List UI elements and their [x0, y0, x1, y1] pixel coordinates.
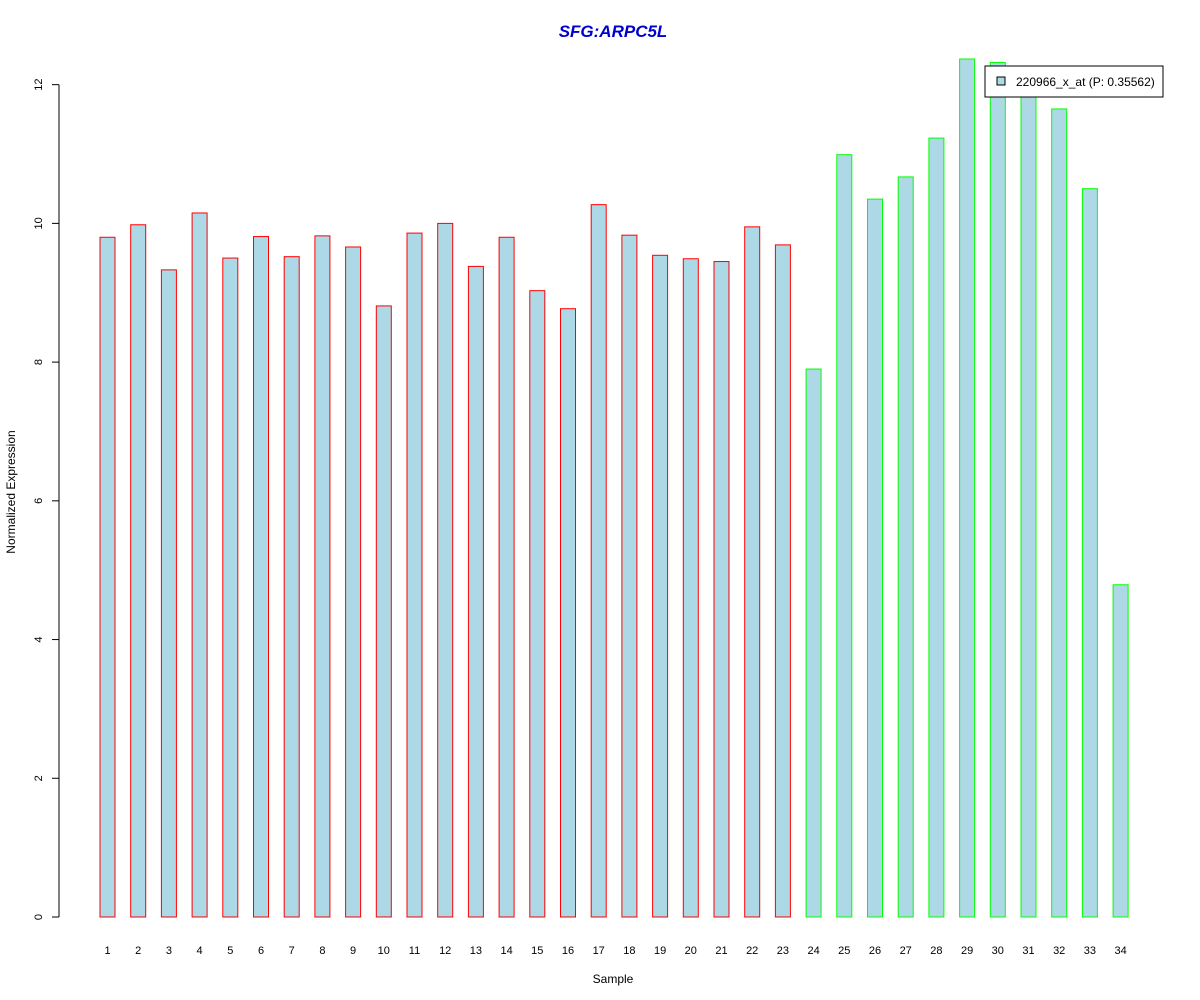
bar [897, 176, 914, 918]
x-tick-label: 25 [838, 945, 850, 957]
bar [590, 204, 607, 918]
x-tick-label: 27 [900, 945, 912, 957]
bar [867, 198, 883, 918]
x-tick-label: 15 [531, 945, 543, 957]
bar [713, 261, 730, 918]
x-tick-label: 7 [289, 945, 295, 957]
x-tick-label: 3 [166, 945, 172, 957]
x-tick-label: 1 [104, 945, 110, 957]
bar [774, 244, 791, 918]
y-axis: 0 2 4 6 8 10 12 [33, 79, 60, 920]
bar [406, 232, 423, 918]
bar [437, 222, 454, 918]
x-tick-label: 13 [470, 945, 482, 957]
x-tick-label: 20 [685, 945, 697, 957]
x-tick-label: 17 [593, 945, 605, 957]
bar [744, 226, 761, 918]
x-tick-label: 31 [1022, 945, 1034, 957]
x-tick-label: 24 [807, 945, 819, 957]
x-tick-label: 33 [1084, 945, 1096, 957]
y-tick-label: 6 [33, 498, 45, 504]
x-tick-label: 30 [992, 945, 1004, 957]
x-tick-label: 9 [350, 945, 356, 957]
y-tick-label: 0 [33, 914, 45, 920]
y-tick-label: 4 [33, 636, 45, 642]
x-tick-label: 8 [319, 945, 325, 957]
legend: 220966_x_at (P: 0.35562) [984, 65, 1164, 98]
x-axis-label: Sample [593, 972, 634, 986]
x-tick-label: 18 [623, 945, 635, 957]
bar [498, 236, 515, 918]
y-tick-label: 12 [33, 79, 45, 91]
y-tick-label: 2 [33, 775, 45, 781]
bar [345, 246, 362, 918]
x-tick-label: 2 [135, 945, 141, 957]
bar [222, 257, 239, 918]
bar [928, 137, 945, 918]
bar [191, 212, 208, 918]
bar [1020, 89, 1037, 918]
x-tick-label: 32 [1053, 945, 1065, 957]
bar [989, 61, 1006, 918]
x-tick-label: 4 [197, 945, 203, 957]
x-tick-label: 28 [930, 945, 942, 957]
x-tick-label: 29 [961, 945, 973, 957]
chart-title: SFG:ARPC5L [559, 22, 668, 41]
bar [160, 269, 177, 918]
x-tick-label: 10 [378, 945, 390, 957]
bar [682, 258, 699, 918]
y-tick-label: 10 [33, 217, 45, 229]
bar [253, 236, 269, 918]
x-tick-label: 12 [439, 945, 451, 957]
x-tick-label: 14 [500, 945, 512, 957]
bar [805, 368, 822, 918]
x-tick-label: 26 [869, 945, 881, 957]
x-tick-label: 23 [777, 945, 789, 957]
x-tick-label: 19 [654, 945, 666, 957]
bar [529, 290, 546, 918]
bar [99, 236, 116, 918]
bar [375, 305, 392, 918]
y-tick-label: 8 [33, 359, 45, 365]
bar [283, 256, 300, 918]
bar [1112, 584, 1129, 918]
x-tick-label: 6 [258, 945, 264, 957]
bar [560, 308, 576, 918]
x-tick-label: 21 [715, 945, 727, 957]
x-axis-ticks: 1 2 3 4 5 6 7 8 9 10 11 12 13 14 15 16 17 18 19 20 21 22 23 24 2… [104, 945, 1126, 957]
bar [959, 58, 976, 918]
bar [1081, 188, 1098, 918]
bar [130, 224, 147, 918]
legend-box [984, 65, 1164, 98]
x-tick-label: 34 [1114, 945, 1126, 957]
y-axis-label: Normalized Expression [4, 430, 18, 553]
bar [1051, 108, 1068, 918]
bar [467, 265, 484, 918]
bar [314, 235, 331, 918]
bar [836, 154, 853, 918]
legend-label: 220966_x_at (P: 0.35562) [1016, 75, 1155, 89]
bars [99, 58, 1129, 918]
x-tick-label: 16 [562, 945, 574, 957]
bar [621, 234, 638, 918]
x-tick-label: 5 [227, 945, 233, 957]
x-tick-label: 11 [409, 945, 420, 957]
x-tick-label: 22 [746, 945, 758, 957]
legend-swatch [996, 76, 1006, 86]
bar [652, 254, 669, 918]
